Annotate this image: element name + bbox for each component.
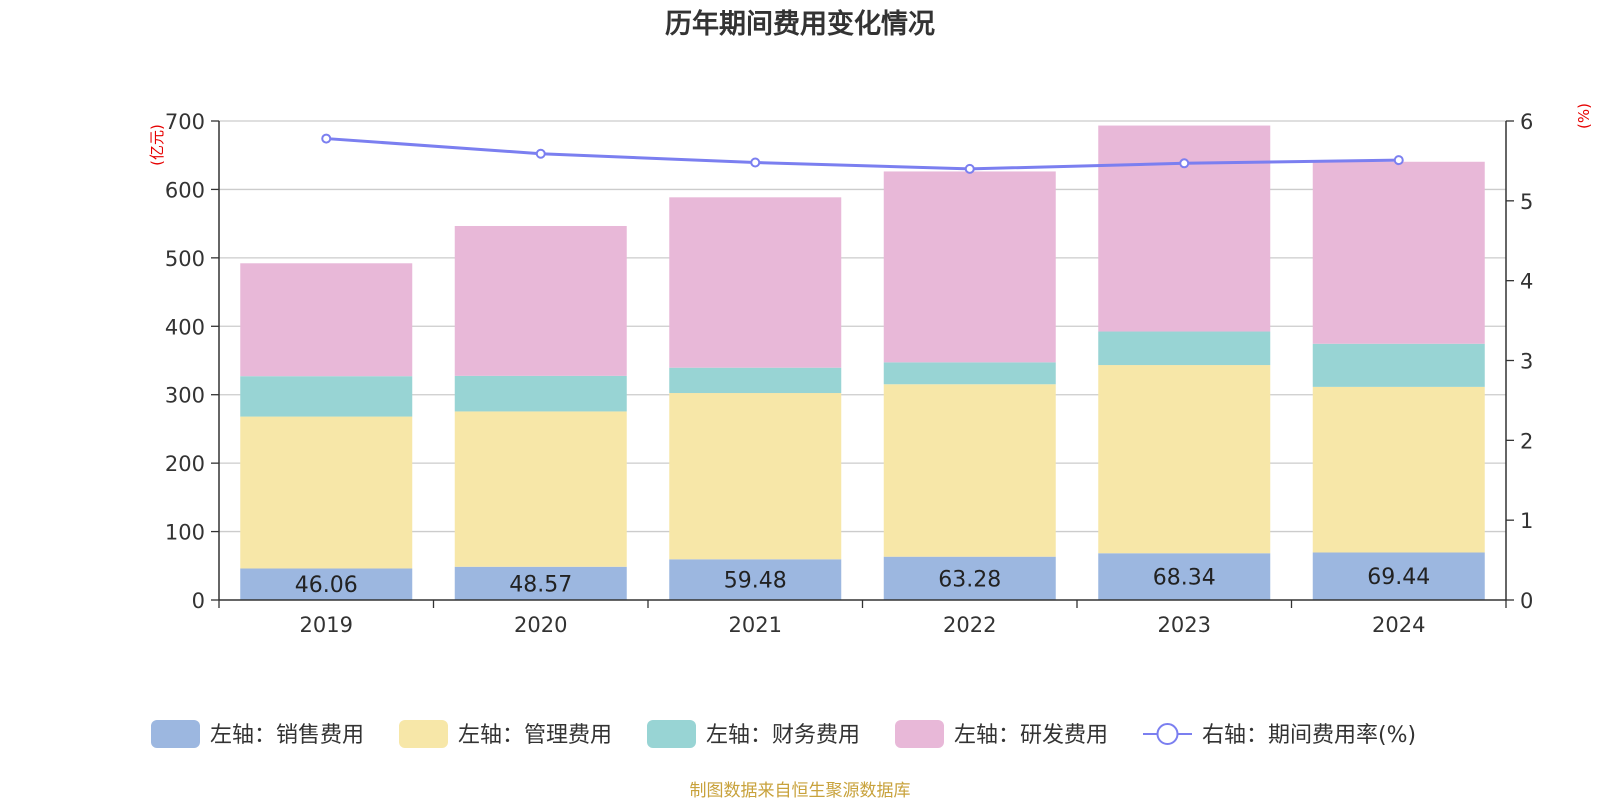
left-axis-ticks: 0 100 200 300 400 500 600 700 (165, 110, 219, 613)
bar-segment (669, 559, 842, 600)
bar-segment (240, 263, 413, 377)
bar-segment (1312, 552, 1485, 600)
legend[interactable]: 左轴：销售费用 左轴：管理费用 左轴：财务费用 左轴：研发费用 右轴：期间费用率(%) (151, 720, 1416, 748)
bar-segment (454, 375, 627, 412)
left-tick-label: 600 (165, 178, 205, 202)
rate-line-point (535, 148, 546, 159)
left-tick-label: 200 (165, 452, 205, 476)
x-tick-label: 2022 (943, 613, 996, 637)
bar-segment (1312, 386, 1485, 553)
x-tick-label: 2020 (514, 613, 567, 637)
chart-title: 历年期间费用变化情况 (665, 8, 935, 40)
x-tick-label: 2019 (300, 613, 353, 637)
data-label: 69.44 (1367, 565, 1430, 590)
data-label: 63.28 (938, 567, 1001, 592)
x-tick-label: 2021 (729, 613, 782, 637)
rate-line-point (750, 157, 761, 168)
right-tick-label: 3 (1520, 350, 1533, 374)
rate-line-path (326, 137, 1399, 171)
bar-segment (240, 376, 413, 417)
bar-segment (669, 367, 842, 394)
legend-label: 右轴：期间费用率(%) (1202, 723, 1416, 748)
rate-line (321, 133, 1404, 174)
bar-segment (1098, 553, 1271, 600)
legend-swatch (647, 720, 696, 748)
bar-segment (1312, 343, 1485, 387)
legend-label: 左轴：管理费用 (458, 723, 612, 748)
legend-label: 左轴：财务费用 (706, 723, 860, 748)
right-tick-label: 4 (1520, 270, 1533, 294)
left-tick-label: 500 (165, 247, 205, 271)
legend-label: 左轴：研发费用 (954, 723, 1108, 748)
rate-line-point (1393, 155, 1404, 166)
left-axis-unit: (亿元) (148, 124, 166, 166)
bar-segment (240, 416, 413, 569)
right-tick-label: 2 (1520, 429, 1533, 453)
left-tick-label: 700 (165, 110, 205, 134)
data-label: 46.06 (295, 573, 358, 598)
right-tick-label: 1 (1520, 509, 1533, 533)
bar-segment (1098, 331, 1271, 366)
bar-segment (883, 556, 1056, 600)
bar-segment (240, 568, 413, 600)
bar-segment (1098, 365, 1271, 554)
bars (240, 125, 1485, 600)
right-axis-ticks: 0 1 2 3 4 5 6 (1506, 110, 1533, 613)
data-labels: 46.06 48.57 59.48 63.28 68.34 69.44 (295, 565, 1430, 598)
bar-segment (1098, 125, 1271, 332)
grid-lines (219, 120, 1506, 533)
legend-swatch (399, 720, 448, 748)
legend-swatch (895, 720, 944, 748)
left-tick-label: 100 (165, 521, 205, 545)
bar-segment (883, 171, 1056, 363)
bar-segment (454, 225, 627, 376)
bar-segment (669, 197, 842, 368)
right-tick-label: 5 (1520, 190, 1533, 214)
bar-segment (454, 566, 627, 600)
bar-segment (883, 384, 1056, 557)
left-tick-label: 300 (165, 384, 205, 408)
data-label: 68.34 (1153, 566, 1216, 591)
x-tick-label: 2024 (1372, 613, 1425, 637)
right-tick-label: 6 (1520, 110, 1533, 134)
bar-segment (883, 362, 1056, 385)
left-tick-label: 400 (165, 315, 205, 339)
data-label: 59.48 (724, 569, 787, 594)
left-tick-label: 0 (192, 589, 205, 613)
right-tick-label: 0 (1520, 589, 1533, 613)
rate-line-point (321, 133, 332, 144)
source-note: 制图数据来自恒生聚源数据库 (690, 781, 911, 800)
data-label: 48.57 (509, 572, 572, 597)
x-tick-label: 2023 (1158, 613, 1211, 637)
bar-segment (454, 411, 627, 567)
legend-label: 左轴：销售费用 (210, 723, 364, 748)
bar-segment (669, 393, 842, 560)
rate-line-point (964, 163, 975, 174)
legend-swatch (151, 720, 200, 748)
rate-line-point (1179, 158, 1190, 169)
bar-segment (1312, 161, 1485, 344)
x-axis-ticks: 2019 2020 2021 2022 2023 2024 (218, 600, 1507, 637)
right-axis-unit: (%) (1575, 103, 1593, 129)
legend-circle-marker (1156, 723, 1179, 745)
